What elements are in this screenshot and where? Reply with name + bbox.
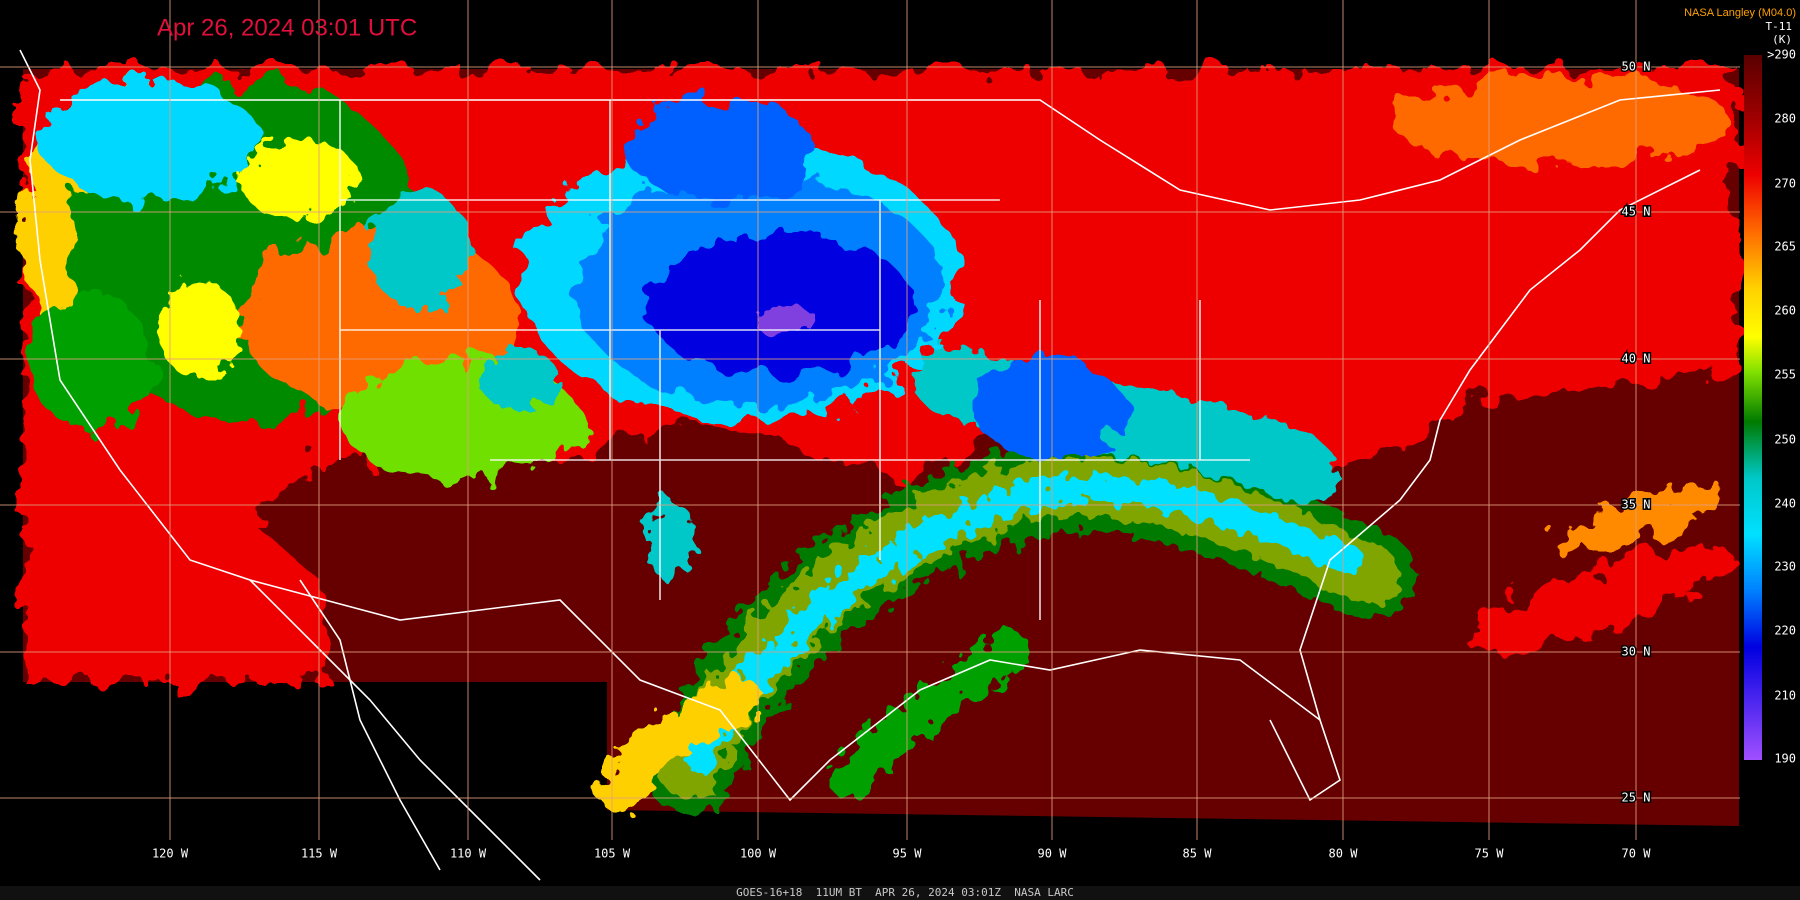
latitude-label: 30 N	[1622, 645, 1651, 659]
cloud-band	[830, 630, 1030, 800]
latitude-label: 25 N	[1622, 791, 1651, 805]
atlantic-coast	[1299, 169, 1701, 721]
green-region	[30, 290, 150, 430]
yellow-region	[240, 140, 360, 220]
colorbar-label: 255	[1774, 368, 1796, 382]
longitude-label: 110 W	[450, 847, 487, 861]
colorbar-label: 230	[1774, 560, 1796, 574]
footer-caption: GOES-16+18 11UM BT APR 26, 2024 03:01Z N…	[736, 886, 1074, 899]
cloud-band	[597, 677, 763, 813]
yellow-region	[160, 280, 240, 380]
graticule: 120 W 115 W 110 W 105 W 100 W 95 W 90 W 85 W 80 …	[0, 0, 1740, 861]
unit-label: (K)	[1772, 33, 1792, 46]
blue-region	[625, 100, 815, 200]
longitude-label: 115 W	[301, 847, 338, 861]
longitude-label: 75 W	[1475, 847, 1505, 861]
blue-region	[975, 360, 1125, 460]
southern-border-gulf-coast	[249, 579, 1341, 802]
cyan-region	[40, 80, 260, 200]
colorbar-label: 210	[1774, 689, 1796, 703]
colorbar-label: 270	[1774, 177, 1796, 191]
baja-coast	[299, 579, 441, 871]
cyan-region	[480, 350, 560, 410]
boundaries	[19, 49, 1721, 881]
latitude-label: 40 N	[1622, 352, 1651, 366]
latitude-label: 50 N	[1622, 60, 1651, 74]
colorbar-label: 280	[1774, 112, 1796, 126]
longitude-label: 70 W	[1622, 847, 1652, 861]
satellite-imagery	[20, 69, 1739, 826]
colorbar	[1744, 55, 1762, 760]
orange-region	[1555, 482, 1725, 558]
longitude-label: 105 W	[594, 847, 631, 861]
latitude-label: 35 N	[1622, 498, 1651, 512]
longitude-label: 90 W	[1038, 847, 1068, 861]
longitude-label: 100 W	[740, 847, 777, 861]
cyan-region	[370, 190, 470, 310]
red-region	[1466, 548, 1734, 652]
colorbar-label: 190	[1774, 752, 1796, 766]
northern-border	[60, 89, 1721, 211]
footer-bar	[0, 886, 1800, 900]
product-label: T-11	[1766, 20, 1793, 33]
pacific-coast	[19, 49, 541, 881]
colorbar-label: >290	[1767, 48, 1796, 62]
latitude-label: 45 N	[1622, 205, 1651, 219]
purple-core	[753, 304, 817, 336]
source-label: NASA Langley (M04.0)	[1684, 7, 1796, 19]
colorbar-label: 240	[1774, 497, 1796, 511]
longitude-label: 80 W	[1329, 847, 1359, 861]
longitude-label: 95 W	[893, 847, 923, 861]
orange-region	[1390, 75, 1730, 165]
longitude-label: 120 W	[152, 847, 189, 861]
colorbar-label: 250	[1774, 433, 1796, 447]
state-lines	[339, 100, 1250, 620]
cyan-region	[645, 500, 695, 580]
colorbar-label: 220	[1774, 624, 1796, 638]
longitude-label: 85 W	[1183, 847, 1213, 861]
timestamp: Apr 26, 2024 03:01 UTC	[157, 14, 417, 41]
colorbar-label: 260	[1774, 304, 1796, 318]
colorbar-label: 265	[1774, 240, 1796, 254]
